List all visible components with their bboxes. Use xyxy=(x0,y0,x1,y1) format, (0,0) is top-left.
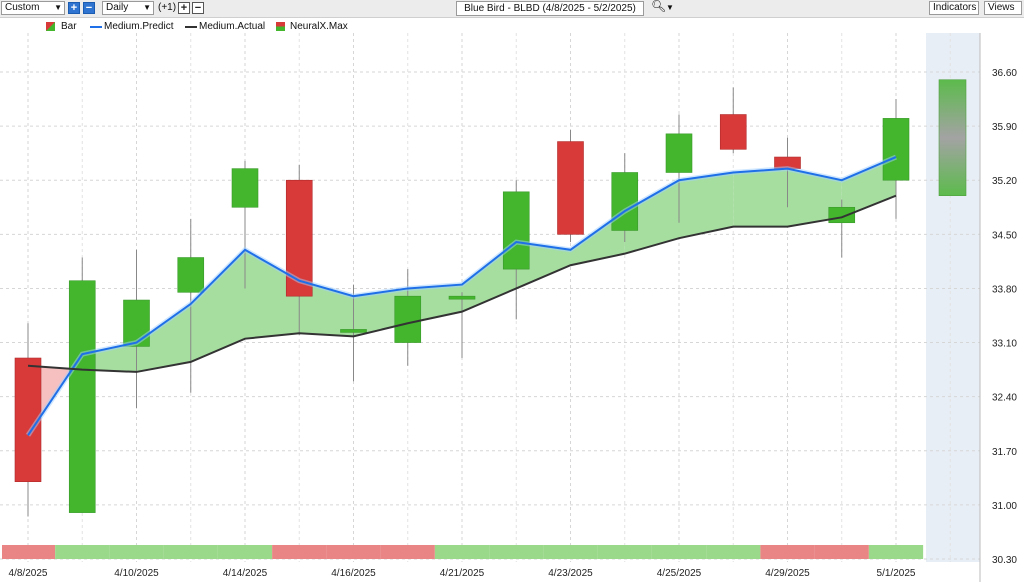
x-tick-label: 4/23/2025 xyxy=(548,568,593,579)
candle-body[interactable] xyxy=(231,168,259,208)
candle-body[interactable] xyxy=(828,206,856,224)
x-tick-label: 4/10/2025 xyxy=(114,568,159,579)
neuralx-strip-segment xyxy=(55,545,110,559)
indicators-button-label: Indicators xyxy=(933,2,977,13)
candle-body[interactable] xyxy=(285,179,313,297)
neuralx-strip-segment xyxy=(868,545,924,559)
zoom-in-button[interactable]: + xyxy=(68,2,80,14)
band-fill-segment xyxy=(570,211,625,266)
band-fill-segment xyxy=(353,288,408,337)
band-fill-segment xyxy=(516,242,571,289)
period-select[interactable]: Custom ▼ xyxy=(1,1,65,15)
band-fill-segment xyxy=(245,249,300,339)
y-tick-label: 30.30 xyxy=(992,555,1017,566)
legend-label-predict: Medium.Predict xyxy=(104,21,174,32)
legend-label-neuralx: NeuralX.Max xyxy=(290,21,348,32)
x-tick-label: 4/21/2025 xyxy=(440,568,485,579)
neuralx-strip-segment xyxy=(760,545,815,559)
y-tick-label: 35.90 xyxy=(992,122,1017,133)
interval-select[interactable]: Daily ▼ xyxy=(102,1,154,15)
legend-swatch-actual xyxy=(185,26,197,28)
toolbar: Custom ▼ + − Daily ▼ (+1) + − Blue Bird … xyxy=(0,0,1024,18)
legend-swatch-predict xyxy=(90,26,102,28)
views-button[interactable]: Views xyxy=(984,1,1022,15)
neuralx-strip-segment xyxy=(651,545,707,559)
neuralx-strip-segment xyxy=(814,545,869,559)
neuralx-strip-segment xyxy=(706,545,761,559)
candle-body[interactable] xyxy=(123,299,150,347)
zoom-out-button[interactable]: − xyxy=(83,2,95,14)
chevron-down-icon[interactable]: ▼ xyxy=(666,3,674,12)
band-fill-segment xyxy=(136,303,191,372)
y-tick-label: 35.20 xyxy=(992,176,1017,187)
candle-body[interactable] xyxy=(448,295,476,300)
y-tick-label: 31.70 xyxy=(992,447,1017,458)
predict-line xyxy=(27,156,897,436)
neuralx-strip-segment xyxy=(2,545,56,559)
neuralx-strip-segment xyxy=(489,545,544,559)
bar-icon xyxy=(46,22,55,31)
neuralx-strip-segment xyxy=(109,545,164,559)
candle-body[interactable] xyxy=(665,133,693,173)
forecast-bar[interactable] xyxy=(938,79,967,196)
x-tick-label: 5/1/2025 xyxy=(877,568,916,579)
legend-label-actual: Medium.Actual xyxy=(199,21,266,32)
candle-body[interactable] xyxy=(340,329,367,333)
band-fill-segment xyxy=(190,249,245,362)
views-button-label: Views xyxy=(988,2,1015,13)
band-fill-segment xyxy=(787,168,842,227)
neuralx-strip-segment xyxy=(217,545,273,559)
neuralx-strip-segment xyxy=(163,545,218,559)
band-fill-segment xyxy=(733,168,788,227)
indicators-button[interactable]: Indicators xyxy=(929,1,979,15)
band-fill-segment xyxy=(624,180,679,254)
x-tick-label: 4/25/2025 xyxy=(657,568,702,579)
y-tick-label: 34.50 xyxy=(992,230,1017,241)
neuralx-strip-segment xyxy=(434,545,490,559)
candle-body[interactable] xyxy=(177,257,205,293)
y-tick-label: 33.80 xyxy=(992,284,1017,295)
y-tick-label: 32.40 xyxy=(992,393,1017,404)
band-fill-segment xyxy=(82,342,137,372)
x-tick-label: 4/29/2025 xyxy=(765,568,810,579)
candle-body[interactable] xyxy=(394,295,422,343)
offset-plus-button[interactable]: + xyxy=(178,2,190,14)
candle-body[interactable] xyxy=(502,191,530,270)
period-select-value: Custom xyxy=(5,2,40,13)
candle-body[interactable] xyxy=(68,280,96,513)
x-tick-label: 4/14/2025 xyxy=(223,568,268,579)
offset-label: (+1) xyxy=(158,2,177,13)
band-fill-segment xyxy=(679,172,734,239)
candle-body[interactable] xyxy=(611,172,639,231)
neuralx-strip-segment xyxy=(272,545,327,559)
neuralx-strip-segment xyxy=(597,545,652,559)
neuralx-icon xyxy=(276,22,285,31)
candle-body[interactable] xyxy=(557,141,584,235)
x-tick-label: 4/8/2025 xyxy=(9,568,48,579)
chevron-down-icon: ▼ xyxy=(143,3,151,12)
search-icon[interactable]: 🔍︎ xyxy=(651,0,667,13)
actual-line xyxy=(27,194,897,373)
candle-body[interactable] xyxy=(719,114,747,150)
offset-minus-button[interactable]: − xyxy=(192,2,204,14)
interval-select-value: Daily xyxy=(106,2,129,13)
band-fill-segment xyxy=(841,157,896,218)
candle-body[interactable] xyxy=(882,118,910,181)
x-tick-label: 4/16/2025 xyxy=(331,568,376,579)
y-tick-label: 36.60 xyxy=(992,68,1017,79)
legend-label-bar: Bar xyxy=(61,21,77,32)
neuralx-strip-segment xyxy=(543,545,598,559)
neuralx-strip-segment xyxy=(380,545,435,559)
y-tick-label: 31.00 xyxy=(992,501,1017,512)
chart-title: Blue Bird - BLBD (4/8/2025 - 5/2/2025) xyxy=(456,1,644,16)
neuralx-strip-segment xyxy=(326,545,381,559)
y-tick-label: 33.10 xyxy=(992,339,1017,350)
chevron-down-icon: ▼ xyxy=(54,3,62,12)
